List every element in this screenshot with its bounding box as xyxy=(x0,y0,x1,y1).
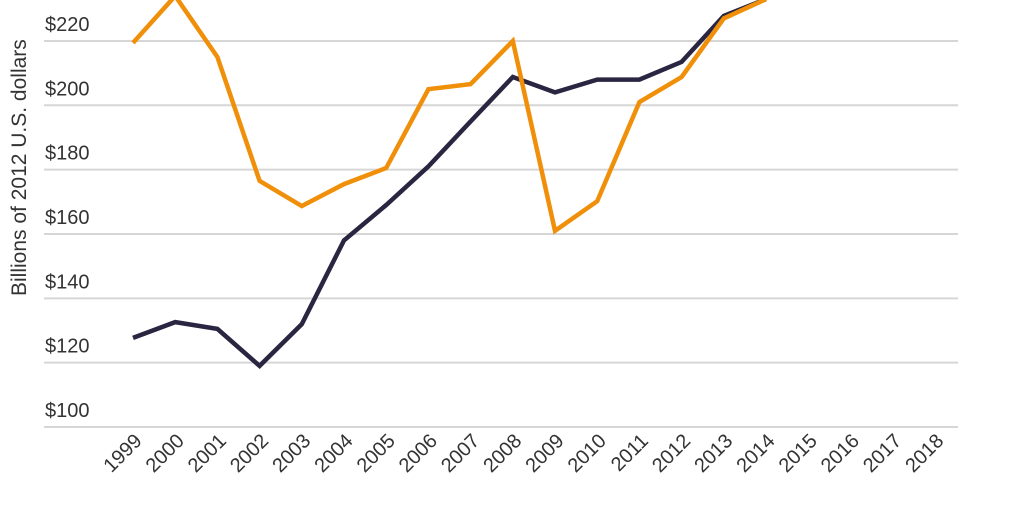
y-tick-label: $120 xyxy=(45,336,90,358)
x-tick-label: 2007 xyxy=(437,430,484,477)
x-tick-label: 2018 xyxy=(901,430,948,477)
y-axis-label: Billions of 2012 U.S. dollars xyxy=(8,39,31,296)
x-tick-label: 2003 xyxy=(268,430,315,477)
x-tick-label: 1999 xyxy=(100,430,147,477)
x-tick-label: 2004 xyxy=(311,430,358,477)
x-tick-label: 2013 xyxy=(690,430,737,477)
x-tick-label: 2017 xyxy=(859,430,906,477)
x-tick-label: 2008 xyxy=(479,430,526,477)
y-tick-label: $180 xyxy=(45,143,90,165)
y-tick-label: $140 xyxy=(45,271,90,293)
series-lines xyxy=(131,0,767,369)
x-tick-label: 2000 xyxy=(142,430,189,477)
x-tick-label: 2012 xyxy=(648,430,695,477)
x-tick-label: 2010 xyxy=(564,430,611,477)
x-axis-ticks: 1999200020012002200320042005200620072008… xyxy=(100,430,949,477)
series-line-2 xyxy=(131,0,767,235)
x-tick-label: 2006 xyxy=(395,430,442,477)
y-axis-ticks: $100 $120 $140 $160 $180 $200 $220 xyxy=(45,14,90,422)
x-tick-label: 2015 xyxy=(775,430,822,477)
x-tick-label: 2001 xyxy=(184,430,231,477)
x-tick-label: 2014 xyxy=(733,430,780,477)
y-tick-label: $160 xyxy=(45,207,90,229)
x-tick-label: 2005 xyxy=(353,430,400,477)
y-tick-label: $200 xyxy=(45,78,90,100)
x-tick-label: 2016 xyxy=(817,430,864,477)
x-tick-label: 2002 xyxy=(226,430,273,477)
y-tick-label: $220 xyxy=(45,14,90,36)
gridlines xyxy=(44,39,958,428)
y-tick-label: $100 xyxy=(45,400,90,422)
x-tick-label: 2011 xyxy=(607,430,653,476)
series-line-1 xyxy=(132,0,767,369)
x-tick-label: 2009 xyxy=(522,430,569,477)
